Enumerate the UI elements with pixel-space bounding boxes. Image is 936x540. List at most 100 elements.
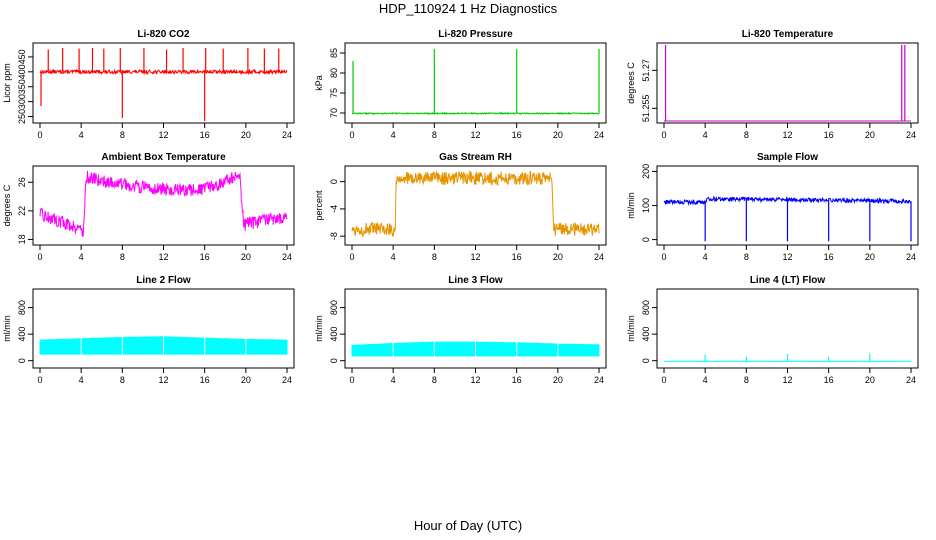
y-tick-label-line3-flow: 0 xyxy=(329,358,339,363)
y-axis-label-line3-flow: ml/min xyxy=(314,315,324,342)
series-group-sample-flow xyxy=(663,195,912,242)
x-tick-label-pressure: 0 xyxy=(349,130,354,140)
y-tick-label-box-temp: 18 xyxy=(17,234,27,244)
y-tick-label-sample-flow: 0 xyxy=(641,237,651,242)
x-tick-label-pressure: 8 xyxy=(432,130,437,140)
x-axis-label: Hour of Day (UTC) xyxy=(413,518,523,533)
x-tick-label-line2-flow: 16 xyxy=(200,375,210,385)
series-group-pressure xyxy=(352,49,600,116)
x-tick-label-line2-flow: 20 xyxy=(241,375,251,385)
x-tick-label-co2: 8 xyxy=(120,130,125,140)
chart-title-pressure: Li-820 Pressure xyxy=(438,29,513,40)
x-tick-label-sample-flow: 24 xyxy=(906,252,916,262)
x-tick-label-box-temp: 20 xyxy=(241,252,251,262)
x-tick-label-rh: 20 xyxy=(553,252,563,262)
y-tick-label-line2-flow: 800 xyxy=(17,300,27,315)
y-tick-label-line4-flow: 400 xyxy=(641,327,651,342)
y-tick-label-licor-temp: 51.27 xyxy=(641,59,651,82)
series-group-rh xyxy=(351,170,600,238)
x-tick-label-line3-flow: 12 xyxy=(470,375,480,385)
x-tick-label-line2-flow: 8 xyxy=(120,375,125,385)
y-tick-label-co2: 350 xyxy=(17,79,27,94)
x-tick-label-line3-flow: 8 xyxy=(432,375,437,385)
chart-licor-temp: Li-820 Temperature degrees C 0 4 8 12 16 20 24 51… xyxy=(626,29,919,140)
y-tick-label-co2: 400 xyxy=(17,64,27,79)
x-tick-label-line3-flow: 20 xyxy=(553,375,563,385)
chart-line2-flow: Line 2 Flow ml/min 0 4 8 12 16 20 24 0 400 800 xyxy=(2,275,295,385)
x-tick-label-line4-flow: 0 xyxy=(661,375,666,385)
y-tick-label-co2: 450 xyxy=(17,49,27,64)
x-tick-label-line2-flow: 0 xyxy=(37,375,42,385)
x-tick-label-rh: 16 xyxy=(512,252,522,262)
x-tick-label-box-temp: 12 xyxy=(158,252,168,262)
y-tick-label-pressure: 75 xyxy=(329,88,339,98)
x-tick-label-box-temp: 24 xyxy=(282,252,292,262)
y-tick-label-box-temp: 26 xyxy=(17,177,27,187)
y-tick-label-pressure: 70 xyxy=(329,108,339,118)
x-tick-label-line4-flow: 24 xyxy=(906,375,916,385)
chart-rh: Gas Stream RH percent 0 4 8 12 16 20 24 -8 -4 0 xyxy=(314,152,607,262)
x-tick-label-box-temp: 0 xyxy=(37,252,42,262)
series-line-rh xyxy=(351,170,600,238)
y-axis-label-rh: percent xyxy=(314,190,324,221)
series-group-line2-flow xyxy=(39,291,288,366)
y-tick-label-line3-flow: 800 xyxy=(329,300,339,315)
y-tick-label-line2-flow: 0 xyxy=(17,358,27,363)
x-tick-label-box-temp: 4 xyxy=(79,252,84,262)
x-tick-label-rh: 24 xyxy=(594,252,604,262)
y-tick-label-sample-flow: 100 xyxy=(641,198,651,213)
chart-sample-flow: Sample Flow ml/min 0 4 8 12 16 20 24 0 100 200 xyxy=(626,152,919,262)
x-tick-label-sample-flow: 20 xyxy=(865,252,875,262)
x-tick-label-sample-flow: 0 xyxy=(661,252,666,262)
chart-line4-flow: Line 4 (LT) Flow ml/min 0 4 8 12 16 20 24 0 400 800 xyxy=(626,275,919,385)
y-tick-label-pressure: 80 xyxy=(329,68,339,78)
y-tick-label-sample-flow: 200 xyxy=(641,164,651,179)
page-title: HDP_110924 1 Hz Diagnostics xyxy=(378,1,558,16)
chart-title-rh: Gas Stream RH xyxy=(439,152,512,163)
series-line-box-temp xyxy=(39,170,288,237)
y-tick-label-line4-flow: 0 xyxy=(641,358,651,363)
x-tick-label-licor-temp: 20 xyxy=(865,130,875,140)
series-line-co2 xyxy=(39,68,288,76)
y-tick-label-rh: -8 xyxy=(329,232,339,240)
x-tick-label-line2-flow: 4 xyxy=(79,375,84,385)
series-group-line4-flow xyxy=(663,353,912,363)
x-tick-label-rh: 4 xyxy=(391,252,396,262)
series-line-sample-flow xyxy=(663,195,912,207)
y-tick-label-pressure: 85 xyxy=(329,48,339,58)
x-tick-label-co2: 20 xyxy=(241,130,251,140)
x-tick-label-box-temp: 8 xyxy=(120,252,125,262)
series-group-line3-flow xyxy=(351,291,600,366)
chart-title-line4-flow: Line 4 (LT) Flow xyxy=(750,275,826,286)
x-tick-label-co2: 24 xyxy=(282,130,292,140)
x-tick-label-rh: 12 xyxy=(470,252,480,262)
y-tick-label-rh: 0 xyxy=(329,179,339,184)
x-tick-label-line2-flow: 12 xyxy=(158,375,168,385)
chart-title-line3-flow: Line 3 Flow xyxy=(448,275,503,286)
x-tick-label-co2: 16 xyxy=(200,130,210,140)
chart-title-line2-flow: Line 2 Flow xyxy=(136,275,191,286)
x-tick-label-licor-temp: 12 xyxy=(782,130,792,140)
x-tick-label-licor-temp: 4 xyxy=(703,130,708,140)
y-tick-label-licor-temp: 51.255 xyxy=(641,95,651,123)
y-tick-label-box-temp: 22 xyxy=(17,206,27,216)
x-tick-label-licor-temp: 16 xyxy=(824,130,834,140)
y-axis-label-line4-flow: ml/min xyxy=(626,315,636,342)
x-tick-label-pressure: 12 xyxy=(470,130,480,140)
x-tick-label-licor-temp: 24 xyxy=(906,130,916,140)
y-axis-label-box-temp: degrees C xyxy=(2,184,12,226)
chart-title-sample-flow: Sample Flow xyxy=(757,152,818,163)
x-tick-label-sample-flow: 12 xyxy=(782,252,792,262)
y-tick-label-line2-flow: 400 xyxy=(17,327,27,342)
y-axis-label-line2-flow: ml/min xyxy=(2,315,12,342)
y-axis-label-sample-flow: ml/min xyxy=(626,192,636,219)
series-line-pressure xyxy=(352,111,600,116)
y-axis-label-co2: Licor ppm xyxy=(2,63,12,103)
series-group-licor-temp xyxy=(664,45,911,122)
x-tick-label-sample-flow: 16 xyxy=(824,252,834,262)
x-tick-label-line3-flow: 0 xyxy=(349,375,354,385)
y-axis-label-licor-temp: degrees C xyxy=(626,62,636,104)
chart-line3-flow: Line 3 Flow ml/min 0 4 8 12 16 20 24 0 400 800 xyxy=(314,275,607,385)
